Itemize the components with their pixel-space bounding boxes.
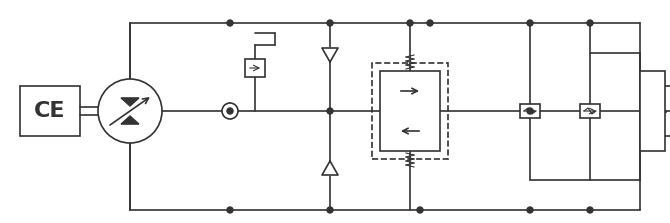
Circle shape [527, 207, 533, 213]
Polygon shape [322, 48, 338, 62]
Circle shape [327, 20, 333, 26]
Circle shape [407, 20, 413, 26]
FancyBboxPatch shape [520, 104, 540, 118]
FancyBboxPatch shape [580, 104, 600, 118]
Polygon shape [121, 98, 139, 106]
FancyBboxPatch shape [245, 59, 265, 77]
Text: CE: CE [34, 101, 66, 121]
Circle shape [327, 207, 333, 213]
Circle shape [427, 20, 433, 26]
Circle shape [227, 20, 233, 26]
FancyBboxPatch shape [20, 86, 80, 136]
Circle shape [227, 108, 233, 114]
Circle shape [227, 207, 233, 213]
Polygon shape [322, 161, 338, 175]
FancyBboxPatch shape [640, 71, 665, 151]
Circle shape [417, 207, 423, 213]
Circle shape [222, 103, 238, 119]
Circle shape [587, 207, 593, 213]
Circle shape [98, 79, 162, 143]
Circle shape [327, 108, 333, 114]
Circle shape [527, 108, 533, 114]
Polygon shape [121, 116, 139, 124]
Circle shape [527, 20, 533, 26]
FancyBboxPatch shape [372, 63, 448, 159]
FancyBboxPatch shape [380, 71, 440, 151]
Circle shape [228, 109, 232, 114]
Circle shape [587, 20, 593, 26]
